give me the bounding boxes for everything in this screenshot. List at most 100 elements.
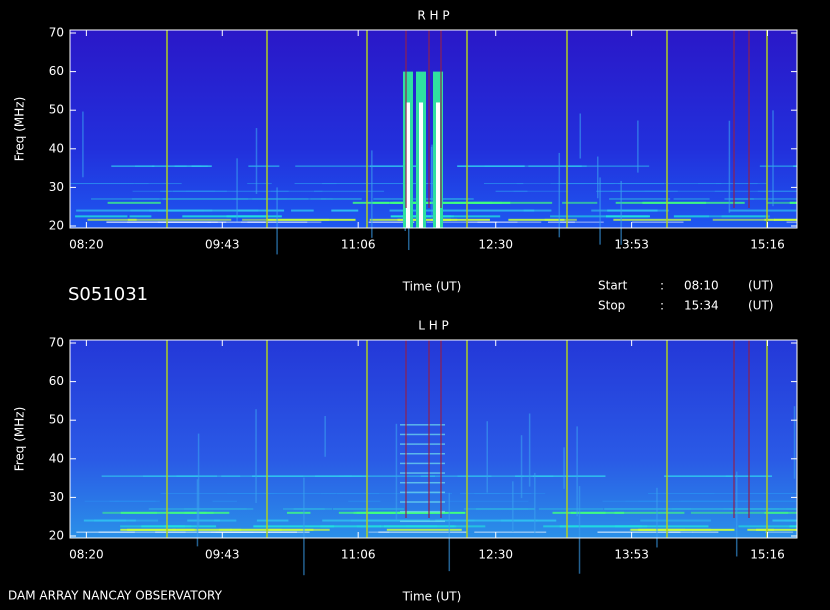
y-tick-label: 40 [49,451,64,465]
emission-band [87,218,137,221]
emission-band [84,500,120,502]
x-tick-label: 13:53 [614,548,649,562]
burst-dots [400,462,445,465]
emission-band [785,508,797,510]
emission-band [784,519,797,522]
emission-band [221,475,304,477]
emission-band [618,183,722,185]
emission-band [348,500,381,502]
emission-band [320,198,362,200]
emission-band [613,218,691,221]
emission-band [631,221,684,223]
emission-band [630,528,712,531]
burst-dots [400,481,445,484]
emission-streak [772,110,774,207]
emission-band [614,511,685,514]
burst-dots [400,443,445,445]
plot-frame [69,29,798,229]
emission-band [253,525,335,528]
emission-streak [528,413,531,487]
emission-band [368,531,390,533]
emission-band [638,500,748,502]
emission-band [237,209,285,212]
emission-streak [563,447,565,489]
emission-band [508,218,565,221]
emission-band [435,519,538,522]
emission-band [176,528,282,531]
emission-band [728,209,797,212]
emission-band [129,519,159,522]
x-tick-label: 08:20 [69,238,104,252]
emission-streak [448,492,451,572]
emission-band [162,198,249,200]
emission-band [222,531,310,533]
emission-band [295,165,371,167]
separator: : [660,279,664,293]
emission-band [157,209,259,212]
burst-dots [400,510,445,513]
emission-band [120,511,230,514]
unit: (UT) [748,299,773,313]
emission-band [570,511,625,514]
y-tick-label: 60 [49,64,64,78]
burst-dots [400,501,445,503]
emission-band [640,519,711,522]
x-axis-label: Time (UT) [402,590,462,604]
emission-band [513,190,569,192]
burst-dots [400,433,445,436]
emission-band [294,183,337,185]
dark-stripe [733,30,735,208]
unit: (UT) [748,279,773,293]
emission-band [338,511,417,514]
emission-streak [735,471,738,557]
x-axis-label: Time (UT) [402,280,462,294]
emission-band [127,218,232,221]
x-tick-label: 12:30 [478,548,513,562]
emission-streak [620,180,622,245]
emission-band [93,519,127,522]
emission-band [615,201,707,204]
emission-band [467,221,518,223]
emission-band [747,528,774,531]
emission-streak [255,128,258,194]
emission-streak [82,111,84,178]
emission-band [474,531,547,533]
emission-band [538,508,604,510]
emission-band [562,201,598,204]
emission-band [129,215,152,218]
emission-band [232,198,288,200]
emission-band [597,531,681,533]
emission-band [378,531,468,533]
emission-band [420,475,524,477]
emission-band [767,201,797,204]
emission-band [648,493,715,495]
emission-band [495,190,528,192]
emission-band [109,500,156,502]
burst-core [406,102,410,228]
emission-band [134,183,182,185]
emission-band [773,218,797,221]
emission-band [182,215,266,218]
emission-streak [596,156,599,199]
emission-band [609,198,671,200]
emission-band [344,475,436,477]
y-tick-label: 30 [49,490,64,504]
emission-band [427,198,469,200]
x-tick-label: 08:20 [69,548,104,562]
emission-band [214,519,237,522]
emission-streak [431,144,433,218]
emission-band [459,493,532,495]
emission-band [270,190,323,192]
emission-band [729,198,797,200]
burst-dots [400,424,445,426]
emission-band [155,531,222,533]
emission-band [322,519,430,522]
emission-band [72,183,149,185]
emission-band [248,165,280,167]
emission-band [528,165,582,167]
emission-streak [303,477,305,576]
emission-band [226,493,278,495]
emission-streak [637,120,639,173]
stop-time: 15:34 [684,299,719,313]
